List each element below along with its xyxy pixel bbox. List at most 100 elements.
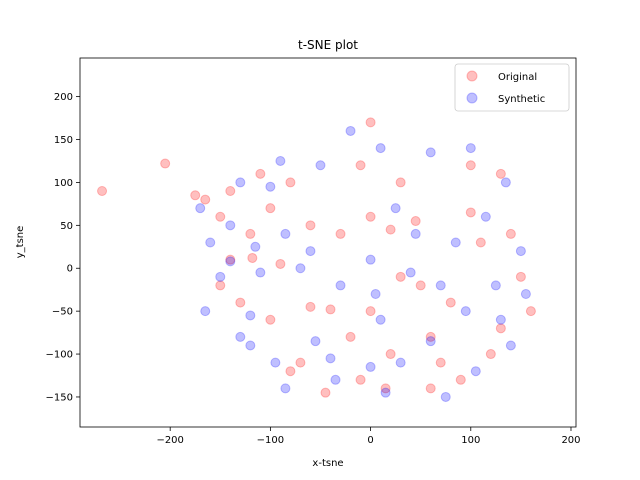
data-point-original: [245, 228, 256, 239]
data-point-synthetic: [245, 310, 256, 321]
x-tick-label: 100: [461, 435, 480, 446]
data-point-synthetic: [370, 288, 381, 299]
data-point-original: [215, 211, 226, 222]
data-point-synthetic: [405, 267, 416, 278]
plot-background: [80, 58, 576, 427]
data-point-original: [235, 297, 246, 308]
plot-frame: [79, 57, 577, 428]
x-axis-label: x-tsne: [312, 458, 343, 469]
data-point-original: [385, 349, 396, 360]
data-point-synthetic: [365, 254, 376, 265]
data-point-original: [415, 280, 426, 291]
data-point-original: [265, 203, 276, 214]
data-point-original: [395, 271, 406, 282]
data-point-original: [285, 366, 296, 377]
y-tick-label: 100: [54, 178, 73, 189]
data-point-synthetic: [310, 336, 321, 347]
data-point-synthetic: [425, 336, 436, 347]
data-point-synthetic: [375, 143, 386, 154]
data-point-original: [285, 177, 296, 188]
data-point-original: [425, 383, 436, 394]
data-point-original: [160, 158, 171, 169]
y-axis: −150 −100 −50 0 50 100 150 200: [46, 92, 80, 403]
data-point-synthetic: [495, 314, 506, 325]
data-point-original: [345, 331, 356, 342]
legend-marker-synthetic: [466, 92, 478, 104]
x-tick-label: 0: [367, 435, 373, 446]
data-point-synthetic: [225, 220, 236, 231]
data-point-synthetic: [390, 203, 401, 214]
legend-label-original: Original: [498, 72, 537, 83]
data-point-original: [275, 258, 286, 269]
data-point-original: [355, 374, 366, 385]
data-point-original: [365, 306, 376, 317]
data-point-original: [265, 314, 276, 325]
data-point-synthetic: [245, 340, 256, 351]
data-point-synthetic: [465, 143, 476, 154]
data-point-original: [485, 349, 496, 360]
data-point-synthetic: [330, 374, 341, 385]
data-point-original: [355, 160, 366, 171]
data-point-synthetic: [450, 237, 461, 248]
x-axis: −200 −100 0 100 200: [156, 427, 581, 446]
data-point-synthetic: [460, 306, 471, 317]
data-point-synthetic: [315, 160, 326, 171]
data-point-original: [225, 254, 236, 265]
data-point-original: [215, 280, 226, 291]
data-point-synthetic: [515, 246, 526, 257]
data-point-synthetic: [520, 288, 531, 299]
data-point-synthetic: [250, 241, 261, 252]
data-point-synthetic: [235, 177, 246, 188]
data-point-synthetic: [335, 280, 346, 291]
data-point-synthetic: [195, 203, 206, 214]
data-point-synthetic: [505, 340, 516, 351]
data-point-synthetic: [480, 211, 491, 222]
plot-area: [79, 57, 577, 428]
data-point-synthetic: [490, 280, 501, 291]
y-tick-label: −150: [46, 392, 73, 403]
y-axis-label: y_tsne: [15, 226, 26, 259]
data-point-original: [445, 297, 456, 308]
data-point-original: [335, 228, 346, 239]
x-tick-label: −200: [156, 435, 183, 446]
data-point-synthetic: [200, 306, 211, 317]
data-point-original: [325, 304, 336, 315]
data-point-original: [190, 190, 201, 201]
data-point-synthetic: [345, 125, 356, 136]
data-point-original: [380, 383, 391, 394]
data-point-synthetic: [225, 256, 236, 267]
data-point-synthetic: [375, 314, 386, 325]
data-point-original: [97, 186, 108, 197]
data-point-original: [505, 228, 516, 239]
data-point-synthetic: [380, 387, 391, 398]
data-point-original: [425, 331, 436, 342]
data-point-original: [200, 194, 211, 205]
data-point-synthetic: [265, 181, 276, 192]
legend-marker-original: [466, 70, 478, 82]
data-point-synthetic: [470, 366, 481, 377]
data-point-synthetic: [435, 280, 446, 291]
data-point-synthetic: [500, 177, 511, 188]
y-tick-label: 0: [67, 264, 73, 275]
data-point-original: [320, 387, 331, 398]
data-point-original: [255, 168, 266, 179]
data-point-original: [495, 168, 506, 179]
data-point-synthetic: [305, 246, 316, 257]
y-tick-label: −50: [52, 307, 73, 318]
x-tick-label: −100: [257, 435, 284, 446]
data-point-synthetic: [365, 361, 376, 372]
data-point-original: [495, 323, 506, 334]
data-point-synthetic: [255, 267, 266, 278]
data-point-original: [475, 237, 486, 248]
data-point-synthetic: [280, 228, 291, 239]
data-point-original: [410, 216, 421, 227]
data-point-original: [295, 357, 306, 368]
data-point-synthetic: [295, 263, 306, 274]
data-point-synthetic: [235, 331, 246, 342]
legend: Original Synthetic: [454, 63, 570, 112]
data-point-original: [515, 271, 526, 282]
data-point-original: [465, 160, 476, 171]
data-point-synthetic: [325, 353, 336, 364]
data-point-original: [225, 186, 236, 197]
